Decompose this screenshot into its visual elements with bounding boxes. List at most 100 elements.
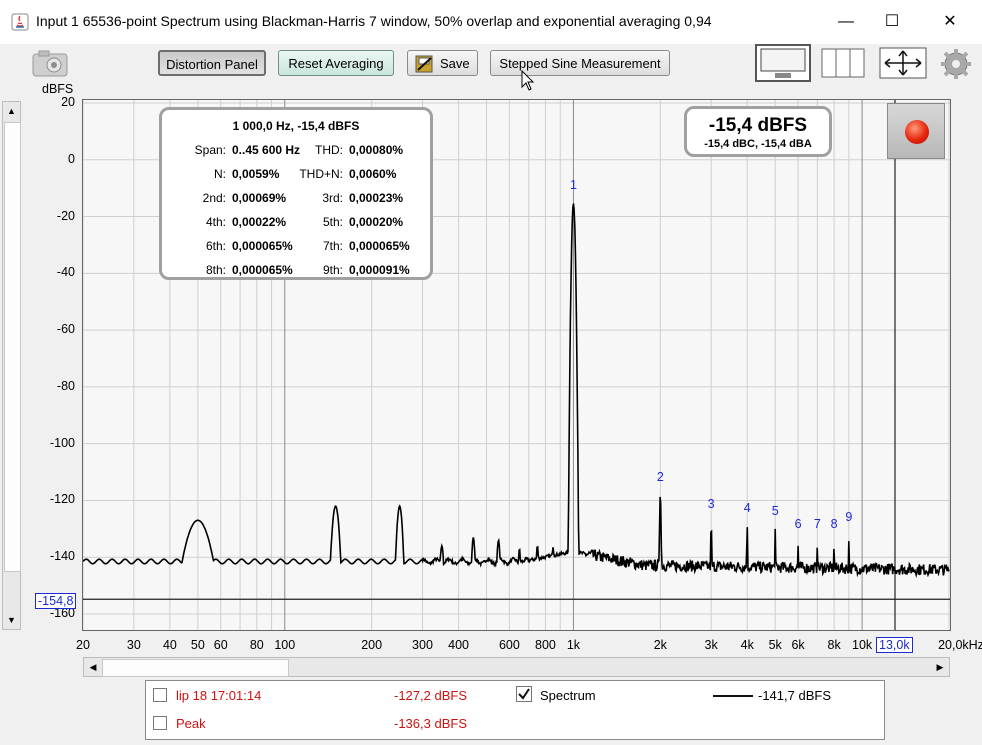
distortion-label: 7th: bbox=[322, 239, 343, 253]
scroll-right-icon[interactable]: ▶ bbox=[936, 662, 944, 672]
harmonic-marker-label: 7 bbox=[813, 516, 821, 531]
y-tick-label: -60 bbox=[56, 322, 75, 337]
horizontal-scrollbar[interactable]: ◀ ▶ bbox=[83, 657, 950, 677]
harmonic-marker-label: 1 bbox=[569, 178, 577, 193]
trace-checkbox-2[interactable] bbox=[153, 716, 167, 730]
harmonic-marker-label: 5 bbox=[771, 503, 779, 518]
scroll-down-icon[interactable]: ▼ bbox=[7, 615, 16, 625]
maximize-button[interactable]: ☐ bbox=[884, 13, 900, 30]
x-tick-label: 2k bbox=[653, 638, 667, 652]
scroll-left-icon[interactable]: ◀ bbox=[89, 662, 97, 672]
trace-name-2: Peak bbox=[176, 716, 206, 731]
reference-level-marker[interactable]: -154,8 bbox=[35, 593, 77, 609]
harmonic-marker-label: 3 bbox=[707, 497, 715, 512]
layout-single-icon[interactable] bbox=[755, 44, 811, 82]
y-axis-unit: dBFS bbox=[42, 82, 74, 96]
harmonic-marker-label: 4 bbox=[743, 500, 751, 515]
scroll-up-icon[interactable]: ▲ bbox=[7, 106, 16, 116]
distortion-label: N: bbox=[214, 167, 226, 181]
x-tick-label: 50 bbox=[190, 638, 205, 652]
level-main: -15,4 dBFS bbox=[708, 115, 808, 136]
level-readout: -15,4 dBFS -15,4 dBC, -15,4 dBA bbox=[684, 106, 832, 157]
level-weighted: -15,4 dBC, -15,4 dBA bbox=[704, 138, 812, 150]
distortion-value: 0,00023% bbox=[349, 191, 404, 205]
x-tick-label: 40 bbox=[162, 638, 177, 652]
close-button[interactable]: ✕ bbox=[943, 13, 957, 30]
distortion-label: 5th: bbox=[322, 215, 343, 229]
trace-checkbox-1[interactable] bbox=[153, 688, 167, 702]
harmonic-marker-label: 8 bbox=[830, 516, 838, 531]
distortion-label: 9th: bbox=[322, 263, 343, 277]
y-tick-label: -20 bbox=[56, 208, 75, 223]
distortion-header: 1 000,0 Hz, -15,4 dBFS bbox=[232, 119, 360, 133]
x-tick-label: 4k bbox=[740, 638, 754, 652]
window-title: Input 1 65536-point Spectrum using Black… bbox=[36, 13, 712, 29]
distortion-label: THD: bbox=[315, 143, 343, 157]
x-tick-label: 6k bbox=[791, 638, 805, 652]
minimize-button[interactable]: — bbox=[838, 13, 854, 30]
spectrum-checkbox[interactable] bbox=[516, 686, 532, 702]
x-tick-label: 10k bbox=[852, 638, 873, 652]
distortion-value: 0,000065% bbox=[349, 239, 410, 253]
trace-value-1: -127,2 dBFS bbox=[394, 688, 467, 703]
distortion-value: 0,00080% bbox=[349, 143, 404, 157]
x-tick-label: 20 bbox=[76, 638, 90, 652]
reset-averaging-button[interactable]: Reset Averaging bbox=[278, 50, 394, 76]
y-tick-label: -80 bbox=[56, 378, 75, 393]
distortion-label: THD+N: bbox=[299, 167, 343, 181]
gear-icon[interactable] bbox=[936, 44, 976, 82]
x-tick-label: 5k bbox=[768, 638, 782, 652]
distortion-value: 0,00069% bbox=[232, 191, 287, 205]
record-icon bbox=[905, 120, 929, 144]
y-tick-label: -160 bbox=[49, 606, 75, 620]
x-tick-label: 200 bbox=[361, 638, 383, 652]
horizontal-scroll-thumb[interactable] bbox=[102, 659, 289, 677]
x-tick-label: 20,0kHz bbox=[938, 638, 982, 652]
distortion-label: Span: bbox=[194, 143, 226, 157]
distortion-value: 0,0060% bbox=[349, 167, 397, 181]
x-tick-label: 300 bbox=[412, 638, 433, 652]
distortion-value: 0,0059% bbox=[232, 167, 280, 181]
x-tick-label: 100 bbox=[274, 638, 296, 652]
x-tick-label: 60 bbox=[213, 638, 228, 652]
y-tick-label: -100 bbox=[49, 435, 75, 450]
distortion-value: 0,000065% bbox=[232, 263, 293, 277]
x-tick-label: 1k bbox=[566, 638, 581, 652]
vertical-scrollbar[interactable]: ▲ ▼ bbox=[2, 101, 21, 630]
distortion-label: 8th: bbox=[205, 263, 226, 277]
trace-name-1: lip 18 17:01:14 bbox=[176, 688, 262, 703]
save-label: Save bbox=[440, 56, 470, 71]
cursor-frequency-marker[interactable]: 13,0k bbox=[876, 637, 913, 653]
x-tick-label: 8k bbox=[827, 638, 841, 652]
x-tick-label: 400 bbox=[448, 638, 469, 652]
x-tick-label: 30 bbox=[126, 638, 141, 652]
harmonic-marker-label: 2 bbox=[656, 469, 664, 484]
record-button[interactable] bbox=[887, 103, 945, 159]
distortion-value: 0,00022% bbox=[232, 215, 287, 229]
vertical-scroll-thumb[interactable] bbox=[4, 122, 21, 572]
java-app-icon bbox=[11, 13, 29, 31]
distortion-label: 2nd: bbox=[202, 191, 226, 205]
distortion-label: 6th: bbox=[205, 239, 226, 253]
mouse-cursor-icon bbox=[521, 70, 535, 91]
save-icon bbox=[415, 55, 433, 73]
checkmark-icon bbox=[518, 688, 530, 700]
spectrum-plot[interactable] bbox=[82, 99, 951, 631]
distortion-label: 3rd: bbox=[322, 191, 343, 205]
camera-icon[interactable] bbox=[28, 44, 74, 82]
x-tick-label: 800 bbox=[535, 638, 556, 652]
distortion-panel-button[interactable]: Distortion Panel bbox=[158, 50, 266, 76]
spectrum-trace bbox=[83, 203, 950, 579]
stepped-sine-button[interactable]: Stepped Sine Measurement bbox=[490, 50, 670, 76]
distortion-value: 0,00020% bbox=[349, 215, 404, 229]
x-tick-label: 80 bbox=[249, 638, 264, 652]
spectrum-line-swatch bbox=[713, 695, 753, 697]
distortion-panel: 1 000,0 Hz, -15,4 dBFS Span: 0..45 600 Hz… bbox=[159, 107, 433, 280]
y-tick-label: 20 bbox=[61, 95, 75, 109]
x-tick-label: 600 bbox=[498, 638, 520, 652]
save-button[interactable]: Save bbox=[407, 50, 478, 76]
fit-arrows-icon[interactable] bbox=[878, 44, 928, 82]
y-tick-label: -140 bbox=[49, 549, 75, 564]
layout-columns-icon[interactable] bbox=[819, 44, 867, 82]
distortion-value: 0,000065% bbox=[232, 239, 293, 253]
